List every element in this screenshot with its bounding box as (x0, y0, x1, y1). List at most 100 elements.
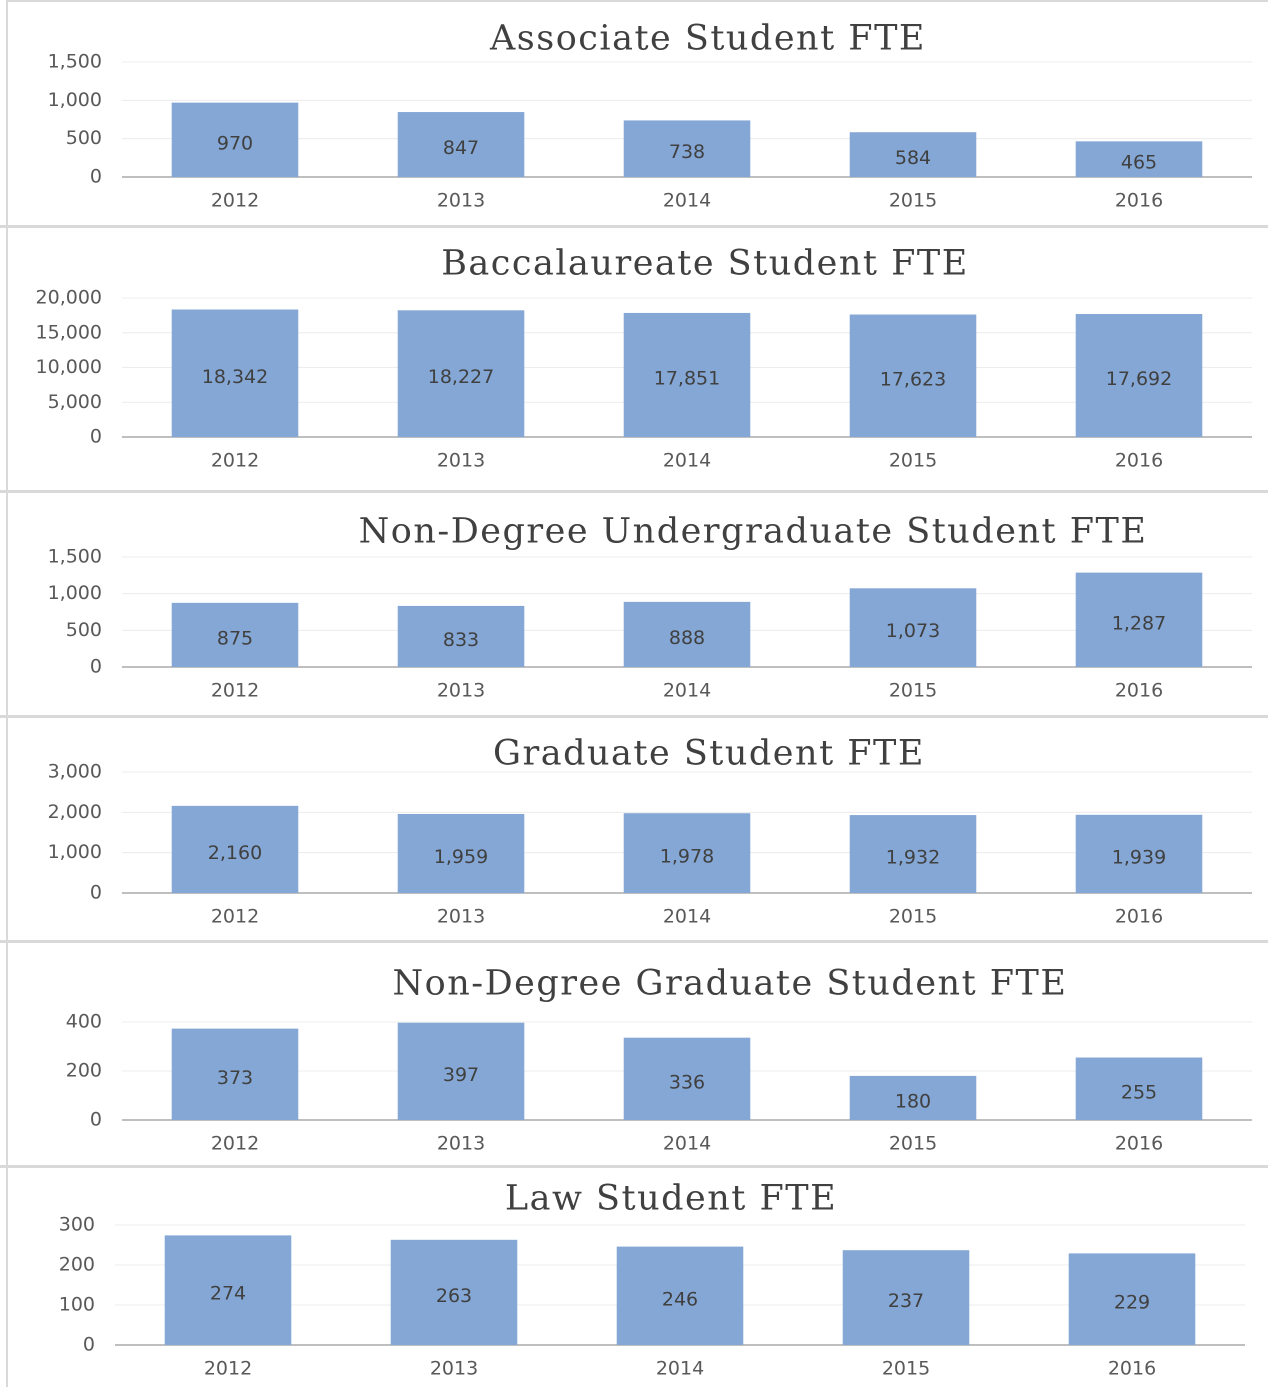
x-tick-label: 2016 (1115, 1133, 1163, 1155)
bar (397, 310, 525, 437)
bar (171, 805, 299, 893)
y-tick-label: 0 (83, 1334, 95, 1356)
data-label: 1,287 (1112, 612, 1166, 634)
bar (390, 1239, 518, 1345)
bar (171, 309, 299, 437)
y-tick-label: 300 (59, 1214, 95, 1236)
data-label: 1,939 (1112, 846, 1166, 868)
y-tick-label: 1,000 (48, 582, 102, 604)
data-label: 17,692 (1106, 368, 1172, 390)
left-border (6, 0, 8, 1387)
y-tick-label: 20,000 (36, 287, 102, 309)
data-label: 738 (669, 141, 705, 163)
data-label: 1,932 (886, 847, 940, 869)
data-label: 180 (895, 1090, 931, 1112)
chart-title: Graduate Student FTE (493, 734, 925, 774)
y-tick-label: 1,000 (48, 89, 102, 111)
data-label: 847 (443, 137, 479, 159)
separator (0, 940, 1268, 943)
bar (164, 1235, 292, 1345)
x-tick-label: 2015 (889, 190, 937, 212)
bar (623, 1037, 751, 1120)
bar (616, 1246, 744, 1345)
x-tick-label: 2012 (211, 906, 259, 928)
data-label: 465 (1121, 152, 1157, 174)
data-label: 1,978 (660, 846, 714, 868)
data-label: 17,623 (880, 368, 946, 390)
data-label: 336 (669, 1071, 705, 1093)
y-tick-label: 0 (90, 656, 102, 678)
x-tick-label: 2013 (437, 1133, 485, 1155)
y-tick-label: 1,000 (48, 841, 102, 863)
bar (1075, 572, 1203, 667)
y-tick-label: 1,500 (48, 51, 102, 73)
bar (842, 1250, 970, 1345)
x-tick-label: 2013 (437, 190, 485, 212)
x-tick-label: 2016 (1115, 906, 1163, 928)
data-label: 274 (210, 1283, 246, 1305)
y-tick-label: 3,000 (48, 761, 102, 783)
bar (171, 602, 299, 667)
separator (0, 490, 1268, 493)
x-tick-label: 2014 (663, 190, 711, 212)
x-tick-label: 2013 (437, 680, 485, 702)
bar (849, 1075, 977, 1120)
data-label: 255 (1121, 1081, 1157, 1103)
data-label: 18,342 (202, 366, 268, 388)
x-tick-label: 2012 (211, 190, 259, 212)
y-tick-label: 1,500 (48, 546, 102, 568)
separator (0, 715, 1268, 718)
data-label: 397 (443, 1064, 479, 1086)
bar (849, 815, 977, 893)
x-tick-label: 2012 (211, 680, 259, 702)
data-label: 875 (217, 627, 253, 649)
chart-title: Non-Degree Graduate Student FTE (393, 964, 1068, 1004)
chart-title: Associate Student FTE (489, 19, 926, 59)
x-tick-label: 2016 (1115, 450, 1163, 472)
separator (0, 1165, 1268, 1168)
separator (0, 225, 1268, 228)
bar (397, 1022, 525, 1120)
y-tick-label: 100 (59, 1294, 95, 1316)
chart-title: Non-Degree Undergraduate Student FTE (359, 512, 1148, 552)
y-tick-label: 15,000 (36, 321, 102, 343)
x-tick-label: 2016 (1115, 680, 1163, 702)
bar (1068, 1253, 1196, 1345)
bar (1075, 814, 1203, 893)
data-label: 2,160 (208, 842, 262, 864)
bar (623, 601, 751, 667)
bar (397, 112, 525, 177)
y-tick-label: 10,000 (36, 356, 102, 378)
bar (1075, 1057, 1203, 1120)
y-tick-label: 0 (90, 1109, 102, 1131)
top-border (6, 0, 1268, 2)
y-tick-label: 0 (90, 166, 102, 188)
x-tick-label: 2014 (663, 450, 711, 472)
data-label: 1,959 (434, 846, 488, 868)
y-tick-label: 200 (59, 1254, 95, 1276)
x-tick-label: 2015 (882, 1358, 930, 1380)
x-tick-label: 2015 (889, 1133, 937, 1155)
x-tick-label: 2014 (656, 1358, 704, 1380)
y-tick-label: 0 (90, 426, 102, 448)
bar (623, 312, 751, 437)
data-label: 970 (217, 132, 253, 154)
bar (623, 813, 751, 893)
bar (171, 102, 299, 177)
y-tick-label: 0 (90, 882, 102, 904)
data-label: 833 (443, 629, 479, 651)
data-label: 246 (662, 1288, 698, 1310)
data-label: 584 (895, 147, 931, 169)
bar (1075, 314, 1203, 437)
bar (849, 314, 977, 437)
x-tick-label: 2013 (437, 906, 485, 928)
data-label: 263 (436, 1285, 472, 1307)
chart-title: Baccalaureate Student FTE (441, 244, 969, 284)
x-tick-label: 2012 (204, 1358, 252, 1380)
x-tick-label: 2014 (663, 680, 711, 702)
data-label: 888 (669, 627, 705, 649)
x-tick-label: 2013 (437, 450, 485, 472)
bar (849, 132, 977, 177)
